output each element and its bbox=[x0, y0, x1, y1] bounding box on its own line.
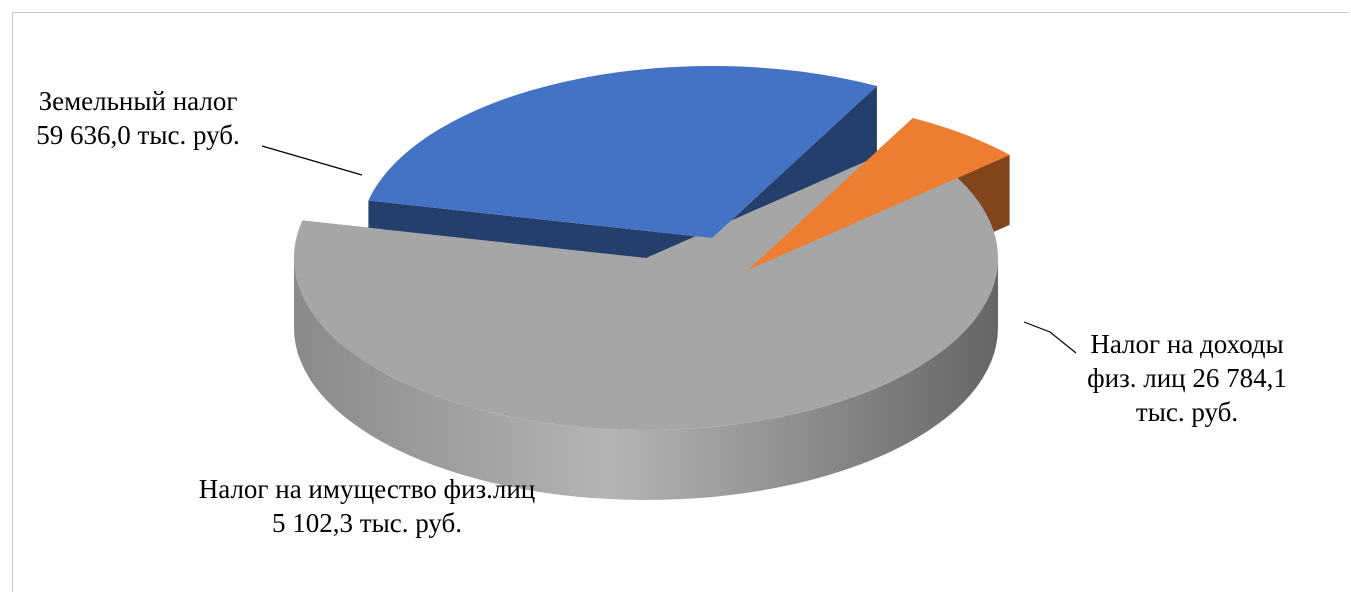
data-label-2: Налог на имущество физ.лиц 5 102,3 тыс. р… bbox=[199, 474, 536, 538]
data-label-1: Налог на доходы физ. лиц 26 784,1 тыс. руб… bbox=[1087, 329, 1287, 427]
data-label-2-line-0: Налог на имущество физ.лиц bbox=[199, 474, 536, 504]
data-label-1-line-0: Налог на доходы bbox=[1090, 329, 1283, 359]
pie-slice-1 bbox=[368, 65, 877, 239]
data-label-0-line-1: 59 636,0 тыс. руб. bbox=[36, 120, 239, 150]
leader-line-0 bbox=[261, 145, 363, 176]
pie-slice-2 bbox=[748, 118, 1010, 270]
slice-rim-0-0 bbox=[294, 258, 998, 500]
data-label-0: Земельный налог 59 636,0 тыс. руб. bbox=[36, 86, 239, 150]
data-label-1-line-2: тыс. руб. bbox=[1136, 397, 1238, 427]
data-label-2-line-1: 5 102,3 тыс. руб. bbox=[272, 508, 462, 538]
pie-tops bbox=[293, 65, 1010, 430]
data-label-1-line-1: физ. лиц 26 784,1 bbox=[1087, 363, 1287, 393]
data-label-0-line-0: Земельный налог bbox=[39, 86, 238, 116]
pie-labels: Земельный налог 59 636,0 тыс. руб. Налог н… bbox=[36, 86, 1287, 538]
leader-line-1 bbox=[1023, 321, 1077, 354]
pie-leaders bbox=[261, 145, 1077, 354]
